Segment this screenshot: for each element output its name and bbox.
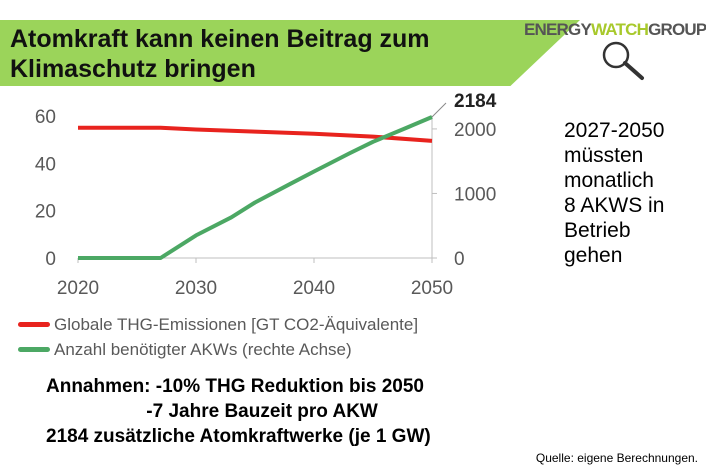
side-note-line: monatlich (564, 169, 654, 192)
legend-swatch-emissions (18, 322, 50, 327)
reactors-line (78, 115, 433, 260)
title-banner (0, 20, 580, 86)
right-y-tick-label: 1000 (454, 184, 496, 205)
emissions-line (78, 125, 433, 143)
x-tick-label: 2020 (57, 278, 99, 299)
left-y-tick-label: 20 (35, 202, 56, 223)
right-y-tick-label: 2000 (454, 120, 496, 141)
x-tick-label: 2050 (411, 278, 453, 299)
assumption-line: Annahmen: -10% THG Reduktion bis 2050 (46, 376, 424, 397)
logo-energy: ENERGY (524, 20, 592, 39)
side-note-line: gehen (564, 244, 623, 267)
assumption-line: 2184 zusätzliche Atomkraftwerke (je 1 GW… (46, 426, 431, 447)
chart-legend: Globale THG-Emissionen [GT CO2-Äquivalen… (18, 312, 418, 362)
annotation-leader-line (431, 102, 447, 118)
left-y-tick-label: 40 (35, 154, 56, 175)
legend-item-emissions: Globale THG-Emissionen [GT CO2-Äquivalen… (18, 312, 418, 337)
legend-label-reactors: Anzahl benötigter AKWs (rechte Achse) (54, 339, 352, 359)
annotation-label: 2184 (454, 91, 497, 112)
assumptions-text: Annahmen: -10% THG Reduktion bis 2050 -7… (46, 374, 431, 449)
left-y-tick-label: 60 (35, 107, 56, 128)
x-tick-label: 2030 (175, 278, 217, 299)
logo: ENERGYWATCHGROUP (524, 12, 706, 82)
right-y-tick-label: 0 (454, 249, 465, 270)
source-note: Quelle: eigene Berechnungen. (535, 451, 698, 465)
side-note-line: 2027-2050 (564, 119, 665, 142)
logo-watch: WATCH (591, 20, 649, 39)
legend-swatch-reactors (18, 347, 50, 352)
legend-label-emissions: Globale THG-Emissionen [GT CO2-Äquivalen… (54, 314, 419, 334)
side-note: 2027-2050 müssten monatlich 8 AKWS in Be… (564, 118, 704, 268)
magnifier-icon (602, 41, 644, 80)
logo-group: GROUP (648, 20, 706, 39)
side-note-line: 8 AKWS in (564, 194, 665, 217)
x-tick-label: 2040 (293, 278, 335, 299)
side-note-line: müssten (564, 144, 644, 167)
assumption-line: -7 Jahre Bauzeit pro AKW (46, 401, 378, 422)
logo-text: ENERGYWATCHGROUP (524, 20, 706, 40)
side-note-line: Betrieb (564, 219, 631, 242)
legend-item-reactors: Anzahl benötigter AKWs (rechte Achse) (18, 337, 418, 362)
page-title: Atomkraft kann keinen Beitrag zum Klimas… (10, 25, 430, 83)
left-y-tick-label: 0 (45, 249, 56, 270)
